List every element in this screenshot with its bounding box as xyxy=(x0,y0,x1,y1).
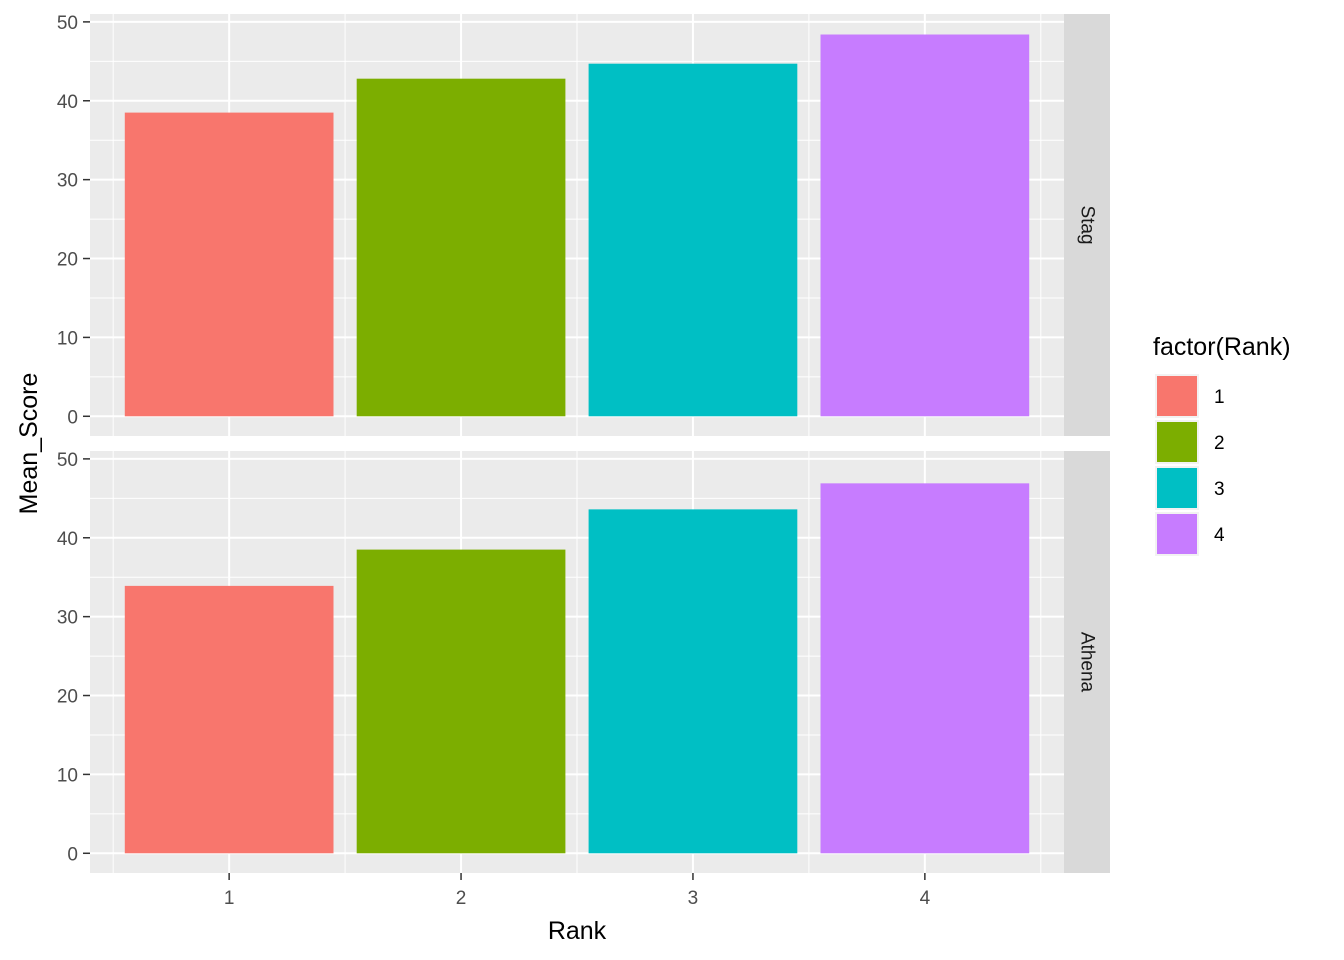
legend-key-3 xyxy=(1157,468,1197,508)
bar-athena-rank-2 xyxy=(356,549,566,854)
bar-stag-rank-1 xyxy=(124,112,334,417)
y-tick-label: 10 xyxy=(57,328,78,349)
facet-panel-athena: 0 10 20 30 40 50 Athena xyxy=(57,450,1110,873)
legend-key-4 xyxy=(1157,514,1197,554)
legend-title: factor(Rank) xyxy=(1153,333,1291,361)
legend-key-1 xyxy=(1157,376,1197,416)
y-tick-label: 10 xyxy=(57,765,78,786)
y-tick-label: 0 xyxy=(67,407,78,428)
bar-athena-rank-3 xyxy=(588,509,798,854)
bar-athena-rank-4 xyxy=(820,483,1030,854)
bar-stag-rank-3 xyxy=(588,63,798,417)
y-tick-label: 30 xyxy=(57,608,78,629)
legend-label-3: 3 xyxy=(1214,479,1225,500)
facet-strip-label: Athena xyxy=(1077,632,1098,693)
facet-strip-label: Stag xyxy=(1077,205,1098,244)
x-axis-title: Rank xyxy=(548,917,607,945)
y-tick-label: 50 xyxy=(57,450,78,471)
bar-stag-rank-2 xyxy=(356,78,566,417)
x-tick-label: 4 xyxy=(920,888,931,909)
y-axis-title: Mean_Score xyxy=(15,373,43,515)
facet-panel-stag: 0 10 20 30 40 50 Stag xyxy=(57,13,1110,436)
y-tick-label: 20 xyxy=(57,250,78,271)
y-tick-label: 30 xyxy=(57,171,78,192)
legend-label-2: 2 xyxy=(1214,433,1225,454)
legend: factor(Rank) 1 2 3 4 xyxy=(1153,333,1291,556)
y-tick-label: 40 xyxy=(57,92,78,113)
facet-strip xyxy=(1064,14,1110,436)
y-tick-label: 20 xyxy=(57,687,78,708)
x-tick-label: 2 xyxy=(456,888,467,909)
y-tick-label: 0 xyxy=(67,844,78,865)
legend-key-2 xyxy=(1157,422,1197,462)
y-tick-label: 40 xyxy=(57,529,78,550)
bar-athena-rank-1 xyxy=(124,585,334,854)
bar-stag-rank-4 xyxy=(820,34,1030,417)
x-tick-label: 1 xyxy=(224,888,235,909)
legend-label-4: 4 xyxy=(1214,525,1225,546)
y-tick-label: 50 xyxy=(57,13,78,34)
x-tick-label: 3 xyxy=(688,888,699,909)
facet-strip xyxy=(1064,451,1110,873)
legend-label-1: 1 xyxy=(1214,387,1225,408)
